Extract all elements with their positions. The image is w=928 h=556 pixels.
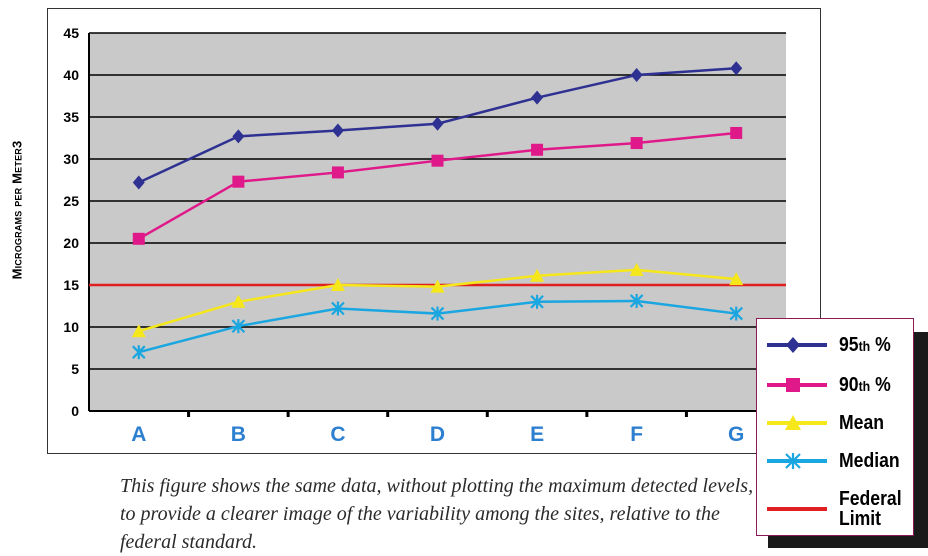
legend-label: 95th % (839, 334, 891, 356)
point-marker (431, 154, 444, 167)
plot-area (89, 33, 786, 411)
y-tick-label: 45 (63, 25, 79, 41)
legend-label: Federal Limit (839, 488, 902, 530)
point-marker (530, 268, 545, 282)
point-marker (431, 116, 444, 131)
legend-symbol (767, 337, 827, 353)
point-marker (729, 306, 743, 321)
legend: 95th % 90th % Mean Median Federal Limit (756, 318, 914, 536)
point-marker (331, 301, 345, 316)
x-tick-label: B (231, 423, 246, 446)
y-axis-label: Micrograms per Meter3 (9, 140, 25, 280)
x-tick-label: G (728, 423, 744, 446)
point-marker (331, 166, 344, 179)
point-marker (629, 293, 644, 308)
point-marker (232, 175, 245, 188)
point-marker (730, 126, 743, 139)
legend-symbol (767, 415, 827, 430)
point-marker (330, 278, 345, 291)
point-marker (785, 453, 801, 469)
y-tick-label: 5 (71, 361, 79, 377)
point-marker (629, 262, 644, 276)
y-tick-label: 35 (63, 109, 79, 125)
point-marker (231, 294, 246, 308)
point-marker (231, 319, 246, 334)
point-marker (785, 415, 801, 430)
point-marker (132, 175, 145, 190)
point-marker (530, 294, 544, 309)
chart-frame: 0 5 10 15 20 25 30 35 40 45 A B C D E F G (47, 8, 821, 454)
point-marker (730, 61, 743, 76)
y-tick-label: 20 (63, 235, 79, 251)
point-marker (729, 272, 744, 286)
point-marker (630, 68, 643, 82)
x-tick-label: E (530, 423, 544, 446)
legend-symbol (767, 453, 827, 469)
point-marker (430, 279, 445, 293)
legend-symbol (767, 378, 827, 392)
y-tick-label: 30 (63, 151, 79, 167)
y-tick-label: 25 (63, 193, 79, 209)
y-tick-label: 15 (63, 277, 79, 293)
legend-label: 90th % (839, 374, 891, 396)
point-marker (232, 129, 245, 144)
figure-caption: This figure shows the same data, without… (120, 475, 754, 553)
point-marker (786, 337, 800, 353)
y-tick-label: 0 (71, 403, 79, 419)
point-marker (531, 90, 544, 105)
line-chart: 0 5 10 15 20 25 30 35 40 45 A B C D E F G (63, 25, 786, 446)
x-tick-label: F (630, 423, 643, 446)
y-tick-label: 40 (63, 67, 79, 83)
y-tick-label: 10 (63, 319, 79, 335)
x-tick-label: D (430, 423, 445, 446)
point-marker (331, 123, 344, 138)
legend-item: Median (757, 447, 915, 477)
point-marker (786, 378, 800, 392)
x-tick-label: C (330, 423, 345, 446)
point-marker (430, 306, 445, 321)
point-marker (531, 143, 544, 156)
legend-symbol (767, 507, 827, 511)
legend-item: 90th % (757, 371, 915, 401)
legend-item: 95th % (757, 331, 915, 361)
legend-label: Median (839, 450, 900, 472)
point-marker (630, 137, 643, 150)
x-tick-label: A (131, 423, 146, 446)
y-axis-label-box: Micrograms per Meter3 (2, 110, 32, 310)
legend-label: Mean (839, 412, 884, 434)
legend-item: Federal Limit (757, 485, 915, 531)
point-marker (132, 345, 146, 360)
point-marker (132, 232, 145, 245)
legend-item: Mean (757, 409, 915, 439)
point-marker (131, 324, 146, 338)
